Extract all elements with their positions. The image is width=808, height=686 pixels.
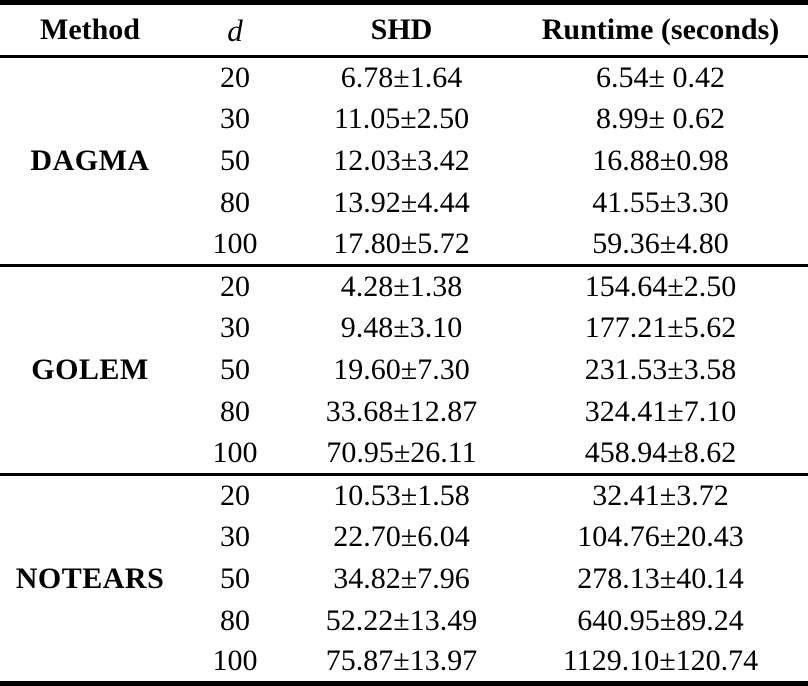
table-row: GOLEM 20 4.28±1.38 154.64±2.50 [0,266,808,385]
table-row: 80 33.68±12.87 324.41±7.10 [0,391,808,433]
header-runtime: Runtime (seconds) [541,13,780,46]
method-section-golem: GOLEM 20 4.28±1.38 154.64±2.50 30 9.48±3… [0,265,808,475]
shd-value: 17.80±5.72 [333,226,470,260]
d-value: 80 [220,185,250,219]
d-value: 30 [220,311,250,345]
table-header: Method d SHD Runtime (seconds) [0,3,808,57]
d-value: 30 [220,520,250,554]
runtime-value: 177.21±5.62 [584,311,737,345]
table-row: 100 17.80±5.72 59.36±4.80 [0,224,808,266]
header-shd: SHD [370,13,433,46]
shd-value: 34.82±7.96 [333,561,470,595]
shd-value: 9.48±3.10 [340,311,463,345]
table-row: NOTEARS 20 10.53±1.58 32.41±3.72 [0,475,808,593]
shd-value: 19.60±7.30 [333,352,470,386]
shd-value: 6.78±1.64 [340,61,463,95]
shd-value: 12.03±3.42 [333,143,470,177]
runtime-value: 8.99± 0.62 [596,102,725,136]
d-value: 20 [220,61,250,95]
runtime-value: 1129.10±120.74 [562,644,759,678]
method-name: DAGMA [30,144,150,177]
d-value: 30 [220,102,250,136]
shd-value: 52.22±13.49 [325,603,478,637]
method-section-dagma: DAGMA 20 6.78±1.64 6.54± 0.42 30 11.05±2… [0,57,808,266]
d-value: 20 [220,479,250,513]
runtime-value: 104.76±20.43 [577,520,744,554]
shd-value: 75.87±13.97 [325,644,478,678]
table-row: 30 11.05±2.50 8.99± 0.62 [0,98,808,140]
table-row: 50 19.60±7.30 231.53±3.58 [0,349,808,391]
d-value: 100 [212,435,258,469]
method-section-notears: NOTEARS 20 10.53±1.58 32.41±3.72 30 22.7… [0,474,808,684]
table-row: 100 70.95±26.11 458.94±8.62 [0,433,808,475]
table-row: 100 75.87±13.97 1129.10±120.74 [0,642,808,684]
table-row: DAGMA 20 6.78±1.64 6.54± 0.42 [0,57,808,176]
runtime-value: 16.88±0.98 [592,143,729,177]
d-value: 50 [220,143,250,177]
d-value: 80 [220,394,250,428]
header-d: d [227,12,243,48]
shd-value: 4.28±1.38 [340,270,463,304]
d-value: 80 [220,603,250,637]
runtime-value: 324.41±7.10 [584,394,737,428]
table-row: 50 34.82±7.96 278.13±40.14 [0,558,808,600]
table-row: 50 12.03±3.42 16.88±0.98 [0,140,808,182]
runtime-value: 32.41±3.72 [592,479,729,513]
shd-value: 33.68±12.87 [325,394,478,428]
table-row: 30 22.70±6.04 104.76±20.43 [0,516,808,558]
runtime-value: 231.53±3.58 [584,352,737,386]
runtime-value: 41.55±3.30 [592,185,729,219]
shd-value: 70.95±26.11 [326,435,477,469]
table-row: 30 9.48±3.10 177.21±5.62 [0,307,808,349]
method-name: GOLEM [31,353,149,386]
shd-value: 10.53±1.58 [333,479,470,513]
runtime-value: 278.13±40.14 [577,561,744,595]
shd-value: 13.92±4.44 [333,185,470,219]
table-row: 80 52.22±13.49 640.95±89.24 [0,600,808,642]
shd-value: 22.70±6.04 [333,520,470,554]
runtime-value: 640.95±89.24 [577,603,744,637]
d-value: 50 [220,561,250,595]
header-row: Method d SHD Runtime (seconds) [0,3,808,57]
d-value: 50 [220,352,250,386]
runtime-value: 59.36±4.80 [592,226,729,260]
d-value: 100 [212,226,258,260]
table-row: 80 13.92±4.44 41.55±3.30 [0,182,808,224]
d-value: 100 [212,644,258,678]
d-value: 20 [220,270,250,304]
runtime-value: 458.94±8.62 [584,435,737,469]
shd-value: 11.05±2.50 [333,102,470,136]
runtime-value: 6.54± 0.42 [596,61,725,95]
runtime-value: 154.64±2.50 [584,270,737,304]
method-name: NOTEARS [15,561,165,595]
header-method: Method [40,13,140,46]
